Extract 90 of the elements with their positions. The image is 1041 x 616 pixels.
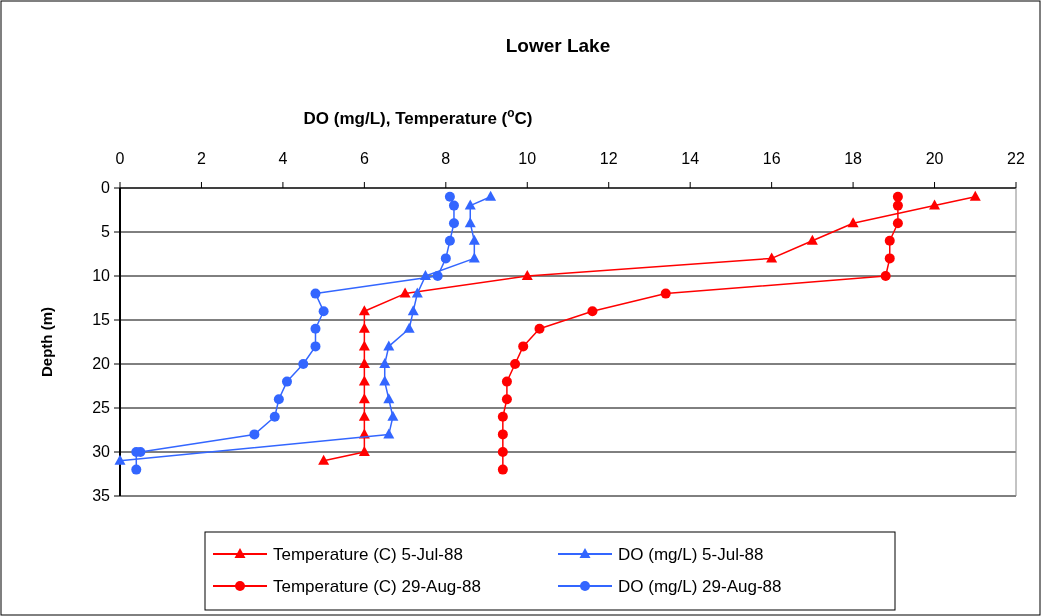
- point: [884, 235, 895, 246]
- x-tick-label: 18: [844, 150, 863, 167]
- point: [358, 375, 370, 386]
- point: [379, 358, 391, 368]
- legend-label: Temperature (C) 5-Jul-88: [273, 545, 463, 564]
- y-tick-label: 30: [92, 443, 111, 460]
- point: [444, 235, 455, 246]
- point: [464, 217, 476, 228]
- x-tick-label: 14: [681, 150, 700, 167]
- x-axis-title: DO (mg/L), Temperature ($^{o}$C): [303, 106, 533, 128]
- x-tick-label: 10: [518, 150, 537, 167]
- point: [448, 218, 459, 229]
- point: [387, 410, 399, 421]
- point: [497, 447, 508, 457]
- point: [501, 394, 512, 405]
- point: [310, 323, 321, 334]
- point: [358, 446, 370, 456]
- point: [383, 340, 395, 351]
- point: [969, 190, 981, 201]
- x-tick-label: 22: [1007, 150, 1025, 167]
- y-tick-label: 20: [92, 355, 111, 372]
- y-tick-label: 0: [101, 179, 111, 196]
- point: [884, 253, 895, 264]
- x-tick-label: 2: [197, 150, 206, 167]
- x-tick-label: 20: [925, 150, 944, 167]
- point: [521, 270, 533, 280]
- point: [880, 271, 891, 281]
- y-tick-label: 5: [101, 223, 111, 240]
- point: [892, 200, 903, 211]
- x-tick-label: 12: [599, 150, 618, 167]
- point: [444, 191, 455, 202]
- point: [318, 306, 329, 317]
- y-tick-label: 25: [92, 399, 111, 416]
- point: [383, 428, 395, 439]
- point: [497, 411, 508, 422]
- point: [249, 429, 260, 440]
- point: [411, 287, 423, 298]
- point: [318, 454, 330, 465]
- point: [281, 376, 292, 387]
- point: [269, 411, 280, 422]
- point: [464, 199, 476, 210]
- x-tick-label: 4: [278, 150, 288, 167]
- point: [379, 375, 391, 386]
- point: [358, 322, 370, 333]
- y-axis-title: Depth (m): [38, 307, 55, 377]
- point: [131, 464, 142, 475]
- point: [660, 288, 671, 299]
- point: [510, 359, 521, 369]
- point: [847, 217, 859, 228]
- point: [273, 394, 284, 405]
- point: [440, 253, 451, 264]
- x-tick-label: 16: [762, 150, 781, 167]
- point: [432, 271, 443, 281]
- point: [358, 410, 370, 421]
- point: [468, 252, 480, 263]
- point: [766, 252, 778, 263]
- legend-label: DO (mg/L) 5-Jul-88: [618, 545, 764, 564]
- point: [383, 393, 395, 404]
- point: [448, 200, 459, 211]
- point: [358, 340, 370, 351]
- x-tick-label: 6: [359, 150, 369, 167]
- point: [407, 305, 419, 316]
- point: [892, 191, 903, 202]
- y-tick-label: 35: [92, 487, 111, 504]
- legend-label: DO (mg/L) 29-Aug-88: [618, 577, 782, 596]
- x-tick-label: 8: [441, 150, 451, 167]
- legend-label: Temperature (C) 29-Aug-88: [273, 577, 481, 596]
- point: [497, 429, 508, 440]
- point: [358, 393, 370, 404]
- point: [534, 323, 545, 334]
- point: [358, 305, 370, 316]
- point: [587, 306, 598, 317]
- point: [518, 341, 529, 352]
- point: [501, 376, 512, 387]
- point: [310, 288, 321, 299]
- point: [310, 341, 321, 352]
- point: [399, 287, 411, 298]
- point: [485, 190, 497, 201]
- point: [403, 322, 415, 333]
- x-tick-label: 0: [115, 150, 125, 167]
- point: [468, 234, 480, 245]
- point: [358, 358, 370, 368]
- chart-title: Lower Lake: [505, 35, 611, 56]
- point: [298, 359, 309, 369]
- point: [497, 464, 508, 475]
- point: [892, 218, 903, 229]
- y-tick-label: 15: [92, 311, 111, 328]
- point: [806, 234, 818, 245]
- y-tick-label: 10: [92, 267, 111, 284]
- point: [929, 199, 941, 210]
